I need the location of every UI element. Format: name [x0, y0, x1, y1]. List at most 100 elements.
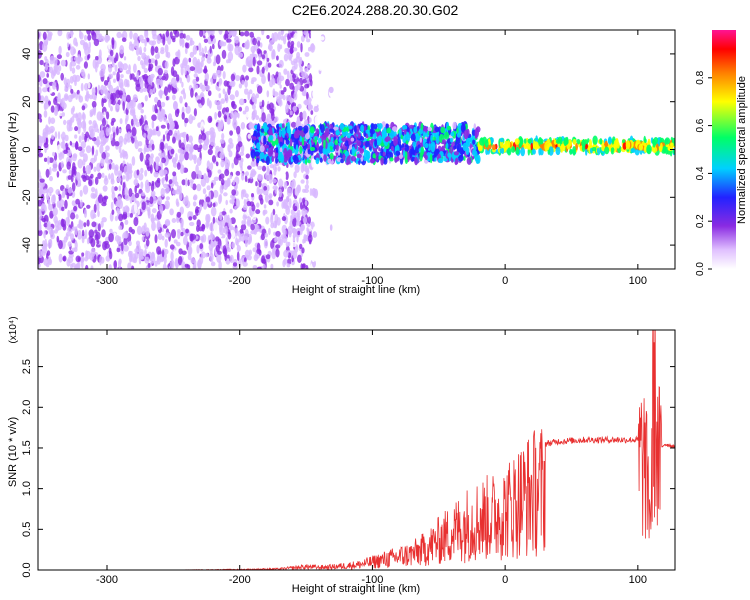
- heatmap-cell: [75, 41, 79, 47]
- heatmap-cell: [70, 46, 76, 56]
- heatmap-cell: [546, 143, 550, 151]
- heatmap-cell: [310, 43, 315, 51]
- heatmap-cell: [240, 122, 246, 130]
- heatmap-cell: [572, 146, 576, 156]
- heatmap-cell: [99, 69, 105, 78]
- heatmap-cell: [413, 126, 418, 134]
- heatmap-cell: [291, 227, 296, 234]
- heatmap-cell: [274, 186, 278, 194]
- heatmap-cell: [93, 38, 100, 47]
- heatmap-cell: [307, 97, 313, 106]
- heatmap-cell: [207, 169, 212, 178]
- heatmap-cell: [150, 153, 154, 159]
- heatmap-cell: [287, 41, 291, 48]
- heatmap-cell: [168, 129, 173, 136]
- heatmap-cell: [102, 185, 108, 192]
- heatmap-cell: [289, 73, 293, 82]
- heatmap-cell: [70, 133, 76, 143]
- heatmap-cell: [167, 36, 172, 45]
- heatmap-cell: [128, 64, 131, 72]
- heatmap-cell: [151, 208, 157, 214]
- heatmap-cell: [113, 186, 118, 191]
- heatmap-cell: [75, 64, 81, 70]
- heatmap-cell: [197, 67, 203, 74]
- heatmap-cell: [267, 62, 272, 68]
- heatmap-cell: [589, 139, 592, 148]
- heatmap-cell: [144, 59, 150, 66]
- heatmap-cell: [211, 155, 217, 163]
- heatmap-cell: [390, 145, 394, 152]
- heatmap-cell: [241, 79, 245, 86]
- heatmap-cell: [207, 30, 213, 34]
- heatmap-cell: [223, 247, 228, 258]
- heatmap-cell: [184, 102, 188, 108]
- heatmap-cell: [249, 172, 254, 180]
- heatmap-cell: [44, 238, 47, 248]
- heatmap-cell: [128, 43, 134, 51]
- colorbar-tick-label: 0.0: [695, 262, 706, 276]
- heatmap-cell: [154, 260, 158, 267]
- heatmap-cell: [227, 51, 234, 62]
- heatmap-cell: [185, 228, 190, 234]
- heatmap-cell: [96, 162, 101, 172]
- heatmap-cell: [209, 252, 214, 263]
- x-tick-label: -100: [361, 574, 383, 586]
- heatmap-cell: [216, 70, 220, 75]
- heatmap-cell: [144, 256, 150, 264]
- heatmap-cell: [170, 148, 175, 155]
- heatmap-cell: [131, 193, 136, 201]
- heatmap-cell: [232, 262, 238, 267]
- heatmap-cell: [38, 170, 41, 177]
- heatmap-cell: [184, 117, 189, 124]
- heatmap-cell: [91, 87, 96, 95]
- heatmap-cell: [188, 241, 192, 247]
- heatmap-cell: [279, 99, 283, 108]
- heatmap-cell: [71, 67, 76, 74]
- heatmap-cell: [75, 74, 81, 82]
- heatmap-cell: [591, 147, 597, 152]
- heatmap-cell: [75, 214, 79, 220]
- heatmap-cell: [527, 138, 532, 144]
- heatmap-cell: [284, 135, 287, 141]
- heatmap-cell: [41, 193, 45, 203]
- heatmap-cell: [200, 121, 205, 131]
- heatmap-cell: [154, 104, 158, 114]
- heatmap-cell: [118, 185, 122, 192]
- heatmap-cell: [256, 48, 261, 55]
- heatmap-cell: [266, 103, 271, 110]
- heatmap-cell: [190, 257, 196, 264]
- heatmap-cell: [193, 144, 199, 151]
- heatmap-cell: [201, 84, 206, 92]
- heatmap-cell: [90, 247, 96, 257]
- heatmap-cell: [196, 157, 202, 166]
- heatmap-cell: [329, 241, 334, 251]
- heatmap-cell: [232, 118, 238, 129]
- heatmap-cell: [302, 78, 307, 84]
- heatmap-cell: [126, 131, 131, 140]
- heatmap-cell: [196, 244, 200, 254]
- heatmap-cell: [229, 199, 235, 204]
- heatmap-cell: [198, 139, 204, 144]
- heatmap-cell: [199, 195, 204, 200]
- heatmap-cell: [210, 206, 217, 217]
- heatmap-cell: [276, 76, 282, 86]
- heatmap-cell: [506, 140, 511, 149]
- heatmap-cell: [110, 92, 114, 100]
- chart-title: C2E6.2024.288.20.30.G02: [291, 2, 459, 18]
- heatmap-cell: [622, 142, 627, 150]
- heatmap-cell: [101, 172, 105, 178]
- heatmap-cell: [108, 264, 112, 269]
- heatmap-cell: [316, 169, 321, 175]
- heatmap-cell: [302, 110, 307, 120]
- heatmap-cell: [308, 46, 312, 52]
- heatmap-cell: [323, 154, 327, 162]
- heatmap-cell: [87, 82, 91, 89]
- heatmap-cell: [162, 36, 166, 46]
- heatmap-cell: [46, 220, 51, 230]
- heatmap-cell: [70, 263, 73, 269]
- heatmap-cell: [256, 123, 261, 134]
- heatmap-cell: [225, 199, 228, 206]
- heatmap-cell: [224, 180, 230, 188]
- heatmap-cell: [193, 108, 197, 117]
- heatmap-cell: [306, 78, 310, 85]
